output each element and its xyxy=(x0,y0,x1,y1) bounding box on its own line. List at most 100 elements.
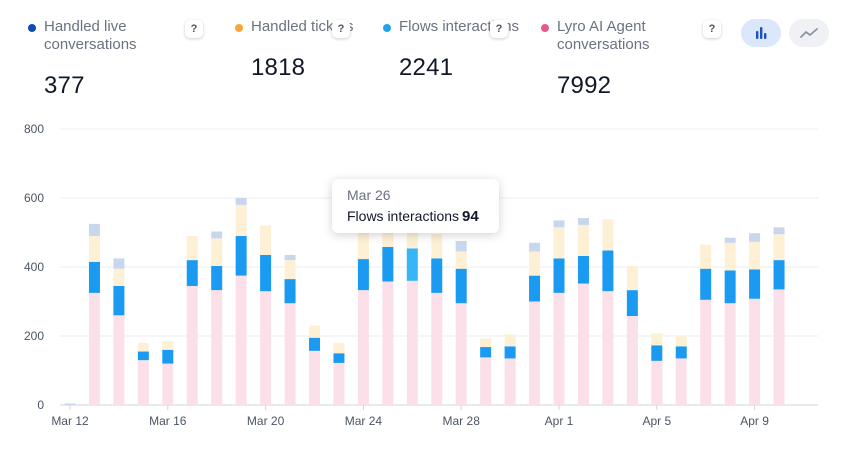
bar-segment xyxy=(700,244,712,269)
bar-segment xyxy=(333,362,345,405)
bar-segment xyxy=(529,242,541,252)
legend-dot-tickets xyxy=(235,24,243,32)
y-tick-label: 600 xyxy=(24,191,44,205)
bar-segment xyxy=(602,250,614,292)
bar-segment xyxy=(235,235,247,276)
bar-segment xyxy=(577,255,589,284)
metric-value: 7992 xyxy=(557,72,612,99)
bar-segment xyxy=(602,291,614,405)
bar-chart-icon xyxy=(756,27,767,39)
bar-segment xyxy=(431,292,443,405)
line-chart-icon xyxy=(800,28,818,38)
bar-segment xyxy=(88,261,100,293)
tooltip-line: Flows interactions 94 xyxy=(347,208,484,225)
bar-segment xyxy=(357,259,369,291)
bar-chart-toggle[interactable] xyxy=(741,19,781,47)
bar-segment xyxy=(162,363,174,405)
bar-segment xyxy=(455,241,467,252)
bar-segment xyxy=(651,360,663,405)
stacked-bar-chart: 0 200 400 600 800 Mar 12 Mar 16 Mar 20 Mar 24 Mar… xyxy=(24,122,818,428)
bar-segment xyxy=(186,235,198,261)
bar-segment xyxy=(406,280,418,405)
bar-segment xyxy=(186,260,198,286)
bar-segment xyxy=(309,350,320,405)
bar-segment xyxy=(333,342,345,354)
tooltip-value: 94 xyxy=(462,208,479,225)
bar-segment xyxy=(113,268,125,286)
bar-segment xyxy=(553,258,565,293)
bar-segment xyxy=(137,351,149,361)
metric-label: Lyro AI Agent conversations xyxy=(557,18,650,53)
bar-segment xyxy=(64,403,76,405)
bar-segment xyxy=(749,241,761,270)
bar-segment xyxy=(431,258,443,293)
bar-segment xyxy=(333,353,345,363)
bar-segment xyxy=(749,269,761,299)
bar-segment xyxy=(504,358,516,405)
bar-segment xyxy=(284,279,296,304)
bar-segment xyxy=(773,289,785,405)
bar-segment xyxy=(773,260,785,290)
bar-segment xyxy=(455,303,467,405)
bar-segment xyxy=(162,349,174,364)
x-tick-label: Mar 24 xyxy=(345,414,383,428)
bar-segment xyxy=(211,238,223,266)
metric-value: 377 xyxy=(44,72,85,99)
metric-label: Handled tickets xyxy=(251,18,354,35)
bar-segment xyxy=(553,220,565,228)
bar-segment xyxy=(651,333,663,346)
x-tick-label: Mar 20 xyxy=(247,414,285,428)
bar-segment xyxy=(113,258,125,269)
bar-segment xyxy=(675,346,687,359)
y-tick-label: 800 xyxy=(24,122,44,136)
bar-segment xyxy=(602,219,614,251)
y-tick-label: 0 xyxy=(37,398,44,412)
bar-segment xyxy=(137,360,149,405)
bar-segment xyxy=(88,292,100,405)
bar-segment xyxy=(382,246,394,282)
bar-segment xyxy=(577,283,589,405)
bar-segment xyxy=(382,281,394,405)
bar-segment xyxy=(431,234,443,259)
help-icon[interactable]: ? xyxy=(490,20,508,38)
help-icon[interactable]: ? xyxy=(703,20,721,38)
help-icon[interactable]: ? xyxy=(332,20,350,38)
bar-segment xyxy=(675,358,687,405)
bar-segment xyxy=(357,290,369,405)
metrics-summary: Handled live conversations 377 ? Handled… xyxy=(0,0,845,110)
x-tick-label: Apr 5 xyxy=(642,414,671,428)
x-tick-label: Apr 1 xyxy=(545,414,574,428)
bar-segment xyxy=(675,336,687,347)
bar-segment xyxy=(724,237,736,243)
bar-segment xyxy=(235,204,247,236)
x-tick-label: Mar 12 xyxy=(51,414,89,428)
y-tick-label: 200 xyxy=(24,329,44,343)
x-tick-label: Mar 28 xyxy=(443,414,481,428)
bar-segment xyxy=(406,220,418,249)
bar-segment xyxy=(309,325,320,338)
metric-lyro-conversations: Lyro AI Agent conversations 7992 xyxy=(541,18,717,100)
metric-label: Flows interactions xyxy=(399,18,520,35)
bar-segment xyxy=(529,275,541,302)
bar-segment xyxy=(700,299,712,405)
x-tick-label: Apr 9 xyxy=(740,414,769,428)
bar-segment xyxy=(749,233,761,242)
metric-handled-tickets: Handled tickets 1818 xyxy=(235,18,391,82)
metric-value: 2241 xyxy=(399,54,454,81)
help-icon[interactable]: ? xyxy=(185,20,203,38)
bar-segment xyxy=(455,268,467,304)
bar-segment xyxy=(137,342,149,352)
line-chart-toggle[interactable] xyxy=(789,19,829,47)
bar-segment xyxy=(211,290,223,405)
bar-segment xyxy=(309,337,320,351)
bar-segment xyxy=(724,270,736,304)
bar-segment xyxy=(284,260,296,280)
bar-segment xyxy=(455,251,467,269)
bar-segment xyxy=(88,223,100,236)
tooltip-series: Flows interactions xyxy=(347,208,460,224)
bar-segment xyxy=(211,231,223,239)
bar-segment xyxy=(284,254,296,261)
bar-segment xyxy=(480,338,492,348)
bar-segment xyxy=(577,218,589,225)
bar-segment xyxy=(773,227,785,235)
